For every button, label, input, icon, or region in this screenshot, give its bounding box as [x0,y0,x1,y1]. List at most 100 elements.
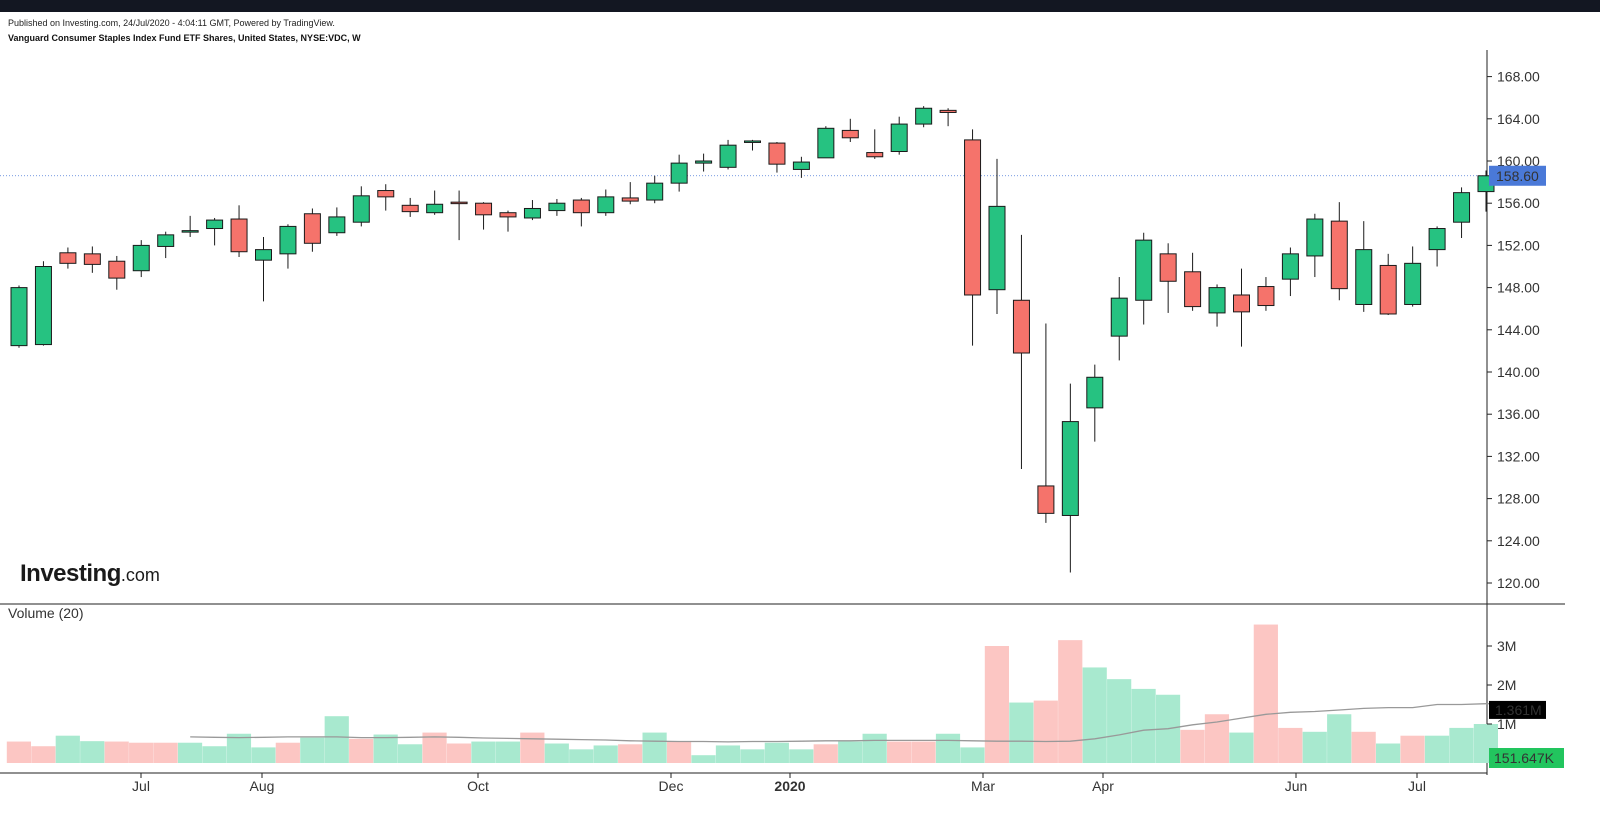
candle-down [621,197,639,202]
candle-up [328,216,346,234]
candle-up [1281,253,1299,280]
time-tick-label: Jul [132,778,150,794]
investing-logo: Investing.com [20,560,160,588]
volume-bar-down [520,732,545,763]
volume-ma-label: 1.361M [1495,702,1542,718]
volume-bar-up [226,733,252,763]
candle-up [744,140,761,143]
price-tick-label: 120.00 [1497,575,1540,591]
candle-up [181,230,199,233]
volume-ma-line [190,703,1535,743]
time-tick-label: Oct [467,778,489,794]
volume-bar-up [764,742,789,763]
volume-tick-label: 1M [1497,716,1516,732]
time-tick-label: Mar [971,778,995,794]
volume-bar-up [324,716,349,763]
candle-down [939,109,957,113]
last-volume-label: 151.647K [1494,750,1555,766]
volume-bar-up [1424,735,1450,763]
price-tick-label: 156.00 [1497,195,1540,211]
volume-bar-down [1033,700,1058,763]
volume-bar-down [6,741,32,763]
volume-bar-up [691,755,716,763]
instrument-title: Vanguard Consumer Staples Index Fund ETF… [8,33,361,43]
volume-bar-down [349,738,374,763]
volume-bar-down [31,746,56,763]
volume-bar-up [593,745,618,763]
candle-down [1330,220,1348,290]
volume-bar-down [129,742,154,763]
volume-bar-up [1009,702,1034,763]
volume-bar-down [911,741,936,763]
candle-down [866,152,884,158]
volume-bar-up [740,749,765,763]
volume-bar-down [446,743,472,763]
volume-bar-down [813,744,838,763]
candle-up [719,144,737,168]
volume-bar-up [935,733,961,763]
logo-suffix: .com [120,565,160,585]
candle-up [157,234,175,247]
volume-bar-down [1180,729,1205,763]
volume-bar-up [177,742,203,763]
candle-up [1306,218,1324,257]
time-tick-label: Jun [1285,778,1308,794]
price-tick-label: 160.00 [1497,153,1540,169]
candle-up [1061,421,1079,516]
candle-up [34,266,52,346]
price-tick-label: 136.00 [1497,406,1540,422]
candle-down [1184,271,1202,308]
candle-up [352,195,370,223]
volume-bar-down [104,741,129,763]
price-tick-label: 140.00 [1497,364,1540,380]
candle-up [988,205,1006,291]
volume-bar-up [495,741,520,763]
candle-up [1404,262,1422,305]
candle-up [597,196,615,214]
volume-bar-up [1302,731,1327,763]
candle-down [1037,485,1055,514]
volume-bar-up [838,741,863,763]
candle-down [1379,264,1397,315]
candle-down [1233,294,1250,313]
candle-up [1086,376,1104,409]
volume-bar-down [887,741,912,763]
volume-bar-up [251,747,276,763]
logo-main: Investing [20,560,121,587]
volume-bar-down [275,742,300,763]
candle-up [1110,297,1128,337]
volume-bar-up [1082,667,1107,763]
price-tick-label: 124.00 [1497,533,1540,549]
volume-tick-label: 2M [1497,677,1516,693]
volume-bar-up [1229,732,1254,763]
candle-down [450,201,468,205]
volume-bar-down [153,742,178,763]
candle-up [817,127,835,159]
top-bar [0,0,1600,12]
candle-up [915,107,933,125]
volume-bar-up [569,749,594,763]
candle-down [303,213,321,244]
price-tick-label: 152.00 [1497,237,1540,253]
candle-down [964,139,982,296]
candle-down [1012,299,1030,354]
candle-up [1208,287,1226,314]
volume-bar-up [544,743,569,763]
volume-bar-up [202,746,227,763]
candle-up [10,287,28,347]
volume-bar-up [1131,688,1156,763]
price-tick-label: 128.00 [1497,491,1540,507]
volume-bar-up [1327,714,1352,763]
volume-bar-up [642,732,667,763]
candle-up [279,225,297,255]
volume-tick-label: 3M [1497,638,1516,654]
time-tick-label: Dec [659,778,684,794]
volume-title: Volume (20) [8,605,83,621]
volume-bar-down [984,646,1009,763]
time-tick-label: Aug [250,778,275,794]
volume-bar-up [471,741,496,763]
candle-up [548,202,566,212]
volume-bar-up [373,734,398,763]
volume-bar-up [398,744,423,763]
